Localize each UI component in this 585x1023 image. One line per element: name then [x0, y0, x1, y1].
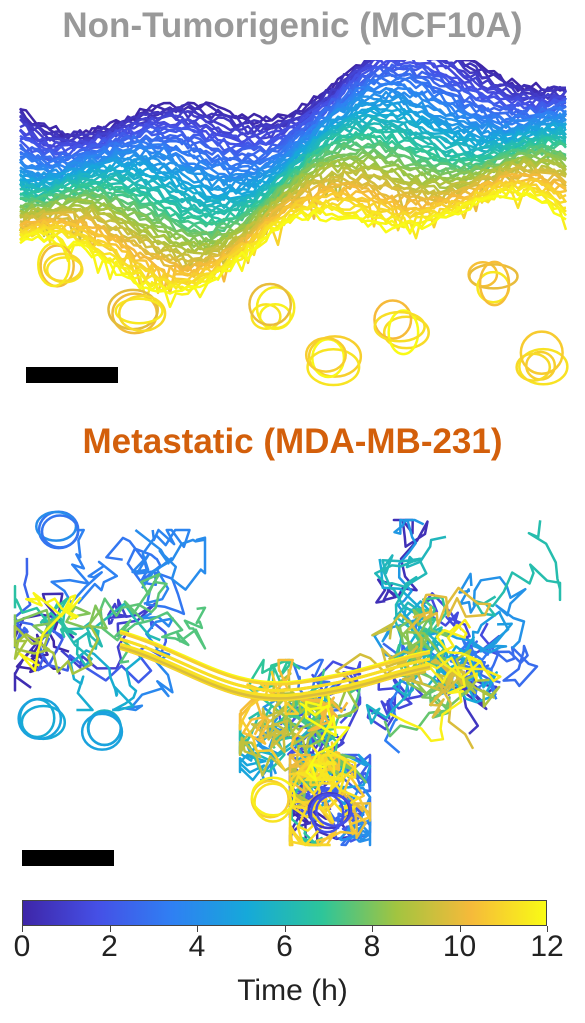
trajectory-line — [105, 536, 186, 616]
colorbar-tick — [547, 926, 548, 932]
trajectory-line — [288, 797, 331, 847]
colorbar-tick-label: 2 — [101, 930, 118, 963]
trajectory-plot-non-tumorigenic — [18, 60, 569, 387]
trajectory-line — [119, 642, 431, 698]
trajectory-loop — [37, 242, 71, 288]
trajectory-plot-metastatic — [13, 510, 562, 847]
trajectory-loop — [373, 310, 426, 343]
colorbar-tick — [22, 926, 23, 932]
trajectory-line — [119, 637, 431, 692]
trajectory-loop — [382, 315, 430, 350]
colorbar-tick-label: 12 — [530, 930, 564, 963]
panel-title-metastatic: Metastatic (MDA-MB-231) — [82, 422, 503, 461]
trajectory-loop — [478, 260, 511, 307]
trajectory-line — [63, 602, 161, 667]
trajectory-line — [117, 606, 207, 664]
trajectory-loop — [387, 309, 420, 356]
trajectory-line — [99, 572, 168, 642]
colorbar-tick — [197, 926, 198, 932]
panel-title-non-tumorigenic: Non-Tumorigenic (MCF10A) — [62, 6, 523, 45]
trajectory-line — [18, 165, 567, 267]
trajectory-loop — [373, 299, 413, 340]
trajectory-line — [36, 619, 168, 684]
colorbar-tick — [372, 926, 373, 932]
trajectory-line — [458, 572, 527, 650]
trajectory-line — [19, 75, 567, 169]
trajectory-loop — [253, 782, 293, 823]
trajectory-loop — [309, 793, 345, 834]
trajectory-line — [373, 518, 425, 661]
trajectory-line — [473, 520, 562, 617]
trajectory-loop — [80, 712, 124, 751]
trajectory-loop — [255, 286, 296, 330]
colorbar-label: Time (h) — [237, 974, 348, 1007]
trajectory-line — [19, 60, 567, 147]
trajectory-loop — [515, 352, 552, 382]
trajectory-line — [18, 115, 567, 210]
trajectory-line — [250, 689, 289, 754]
trajectory-line — [334, 645, 428, 685]
trajectory-line — [111, 611, 174, 712]
trajectory-line — [19, 152, 567, 249]
trajectory-loop — [17, 697, 63, 741]
trajectory-loop — [118, 294, 167, 333]
trajectory-line — [19, 135, 567, 226]
colorbar-tick-label: 6 — [276, 930, 293, 963]
trajectory-loop — [304, 336, 347, 373]
trajectory-loop — [468, 263, 519, 290]
trajectory-loop — [114, 297, 164, 325]
trajectory-line — [407, 586, 492, 631]
colorbar — [22, 900, 547, 926]
trajectory-loop — [519, 330, 564, 375]
trajectory-line — [238, 707, 314, 777]
trajectory-loop — [307, 791, 351, 830]
trajectory-loop — [87, 710, 122, 747]
trajectory-line — [410, 610, 513, 654]
colorbar-tick-label: 0 — [13, 930, 31, 963]
trajectory-loop — [518, 347, 569, 386]
colorbar-tick — [459, 926, 461, 932]
trajectory-line — [19, 156, 567, 253]
colorbar-tick-label: 10 — [442, 930, 477, 963]
colorbar-tick — [284, 926, 286, 932]
trajectory-loop — [40, 514, 80, 549]
trajectory-line — [440, 635, 498, 704]
trajectory-line — [18, 591, 82, 672]
trajectory-line — [69, 649, 142, 712]
trajectory-line — [19, 72, 567, 165]
trajectory-line — [19, 187, 567, 309]
trajectory-line — [119, 645, 431, 700]
trajectory-line — [13, 622, 100, 675]
trajectory-loop — [306, 347, 361, 387]
trajectory-line — [299, 688, 351, 782]
trajectory-line — [389, 623, 482, 743]
colorbar-tick-label: 4 — [188, 930, 206, 963]
trajectory-line — [366, 671, 425, 731]
scale-bar-bottom — [22, 850, 114, 866]
trajectory-line — [238, 658, 294, 745]
colorbar-tick — [109, 926, 111, 932]
trajectory-line — [19, 149, 567, 244]
trajectory-line — [473, 644, 539, 688]
scale-bar-top — [26, 367, 118, 383]
trajectory-line — [119, 631, 431, 686]
trajectory-line — [381, 535, 447, 678]
trajectory-line — [19, 190, 567, 295]
trajectory-line — [19, 181, 567, 287]
trajectory-loop — [248, 282, 293, 327]
trajectory-line — [134, 529, 207, 591]
trajectory-loop — [250, 303, 282, 331]
colorbar-tick-label: 8 — [363, 930, 381, 963]
trajectory-loop — [250, 776, 296, 817]
trajectory-line — [19, 130, 567, 226]
